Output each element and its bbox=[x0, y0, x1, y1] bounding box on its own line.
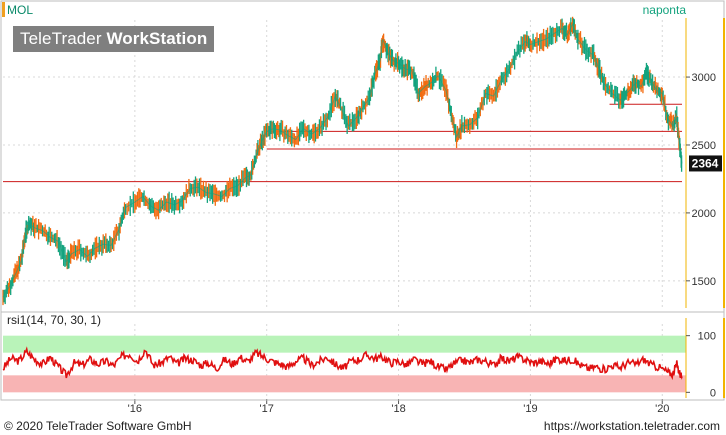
brand-bold: WorkStation bbox=[106, 29, 208, 48]
symbol-label[interactable]: MOL bbox=[7, 3, 34, 17]
rsi-tick-label: 0 bbox=[710, 387, 716, 399]
x-tick-label: '18 bbox=[391, 403, 405, 415]
last-value-badge bbox=[689, 155, 722, 172]
last-value-text: 2364 bbox=[692, 156, 719, 170]
x-tick-label: '16 bbox=[128, 403, 142, 415]
x-tick-label: '19 bbox=[523, 403, 537, 415]
rsi-tick-label: 100 bbox=[698, 331, 716, 343]
y-tick-label: 1500 bbox=[692, 276, 716, 288]
brand-regular: TeleTrader bbox=[20, 29, 107, 48]
symbol-accent-bar bbox=[2, 2, 5, 17]
x-axis: '16 '17 '18 '19 '20 bbox=[1, 399, 724, 415]
footer-url[interactable]: https://workstation.teletrader.com bbox=[543, 419, 720, 433]
y-tick-label: 2000 bbox=[692, 208, 716, 220]
price-panel: 1500 2000 2500 3000 2364 bbox=[0, 0, 725, 313]
rsi-panel: 0 100 bbox=[0, 311, 725, 402]
rsi-overbought-band bbox=[3, 335, 686, 353]
y-tick-label: 3000 bbox=[692, 72, 716, 84]
rsi-title[interactable]: rsi1(14, 70, 30, 1) bbox=[7, 313, 102, 327]
y-tick-label: 2500 bbox=[692, 140, 716, 152]
price-series-line bbox=[2, 22, 683, 298]
period-label[interactable]: naponta bbox=[642, 3, 686, 17]
x-tick-label: '20 bbox=[655, 403, 669, 415]
rsi-oversold-band bbox=[3, 375, 686, 393]
rsi-series-line bbox=[2, 346, 683, 381]
copyright-text: © 2020 TeleTrader Software GmbH bbox=[4, 419, 192, 433]
brand-logo: TeleTrader WorkStation bbox=[13, 26, 215, 52]
x-tick-label: '17 bbox=[260, 403, 274, 415]
